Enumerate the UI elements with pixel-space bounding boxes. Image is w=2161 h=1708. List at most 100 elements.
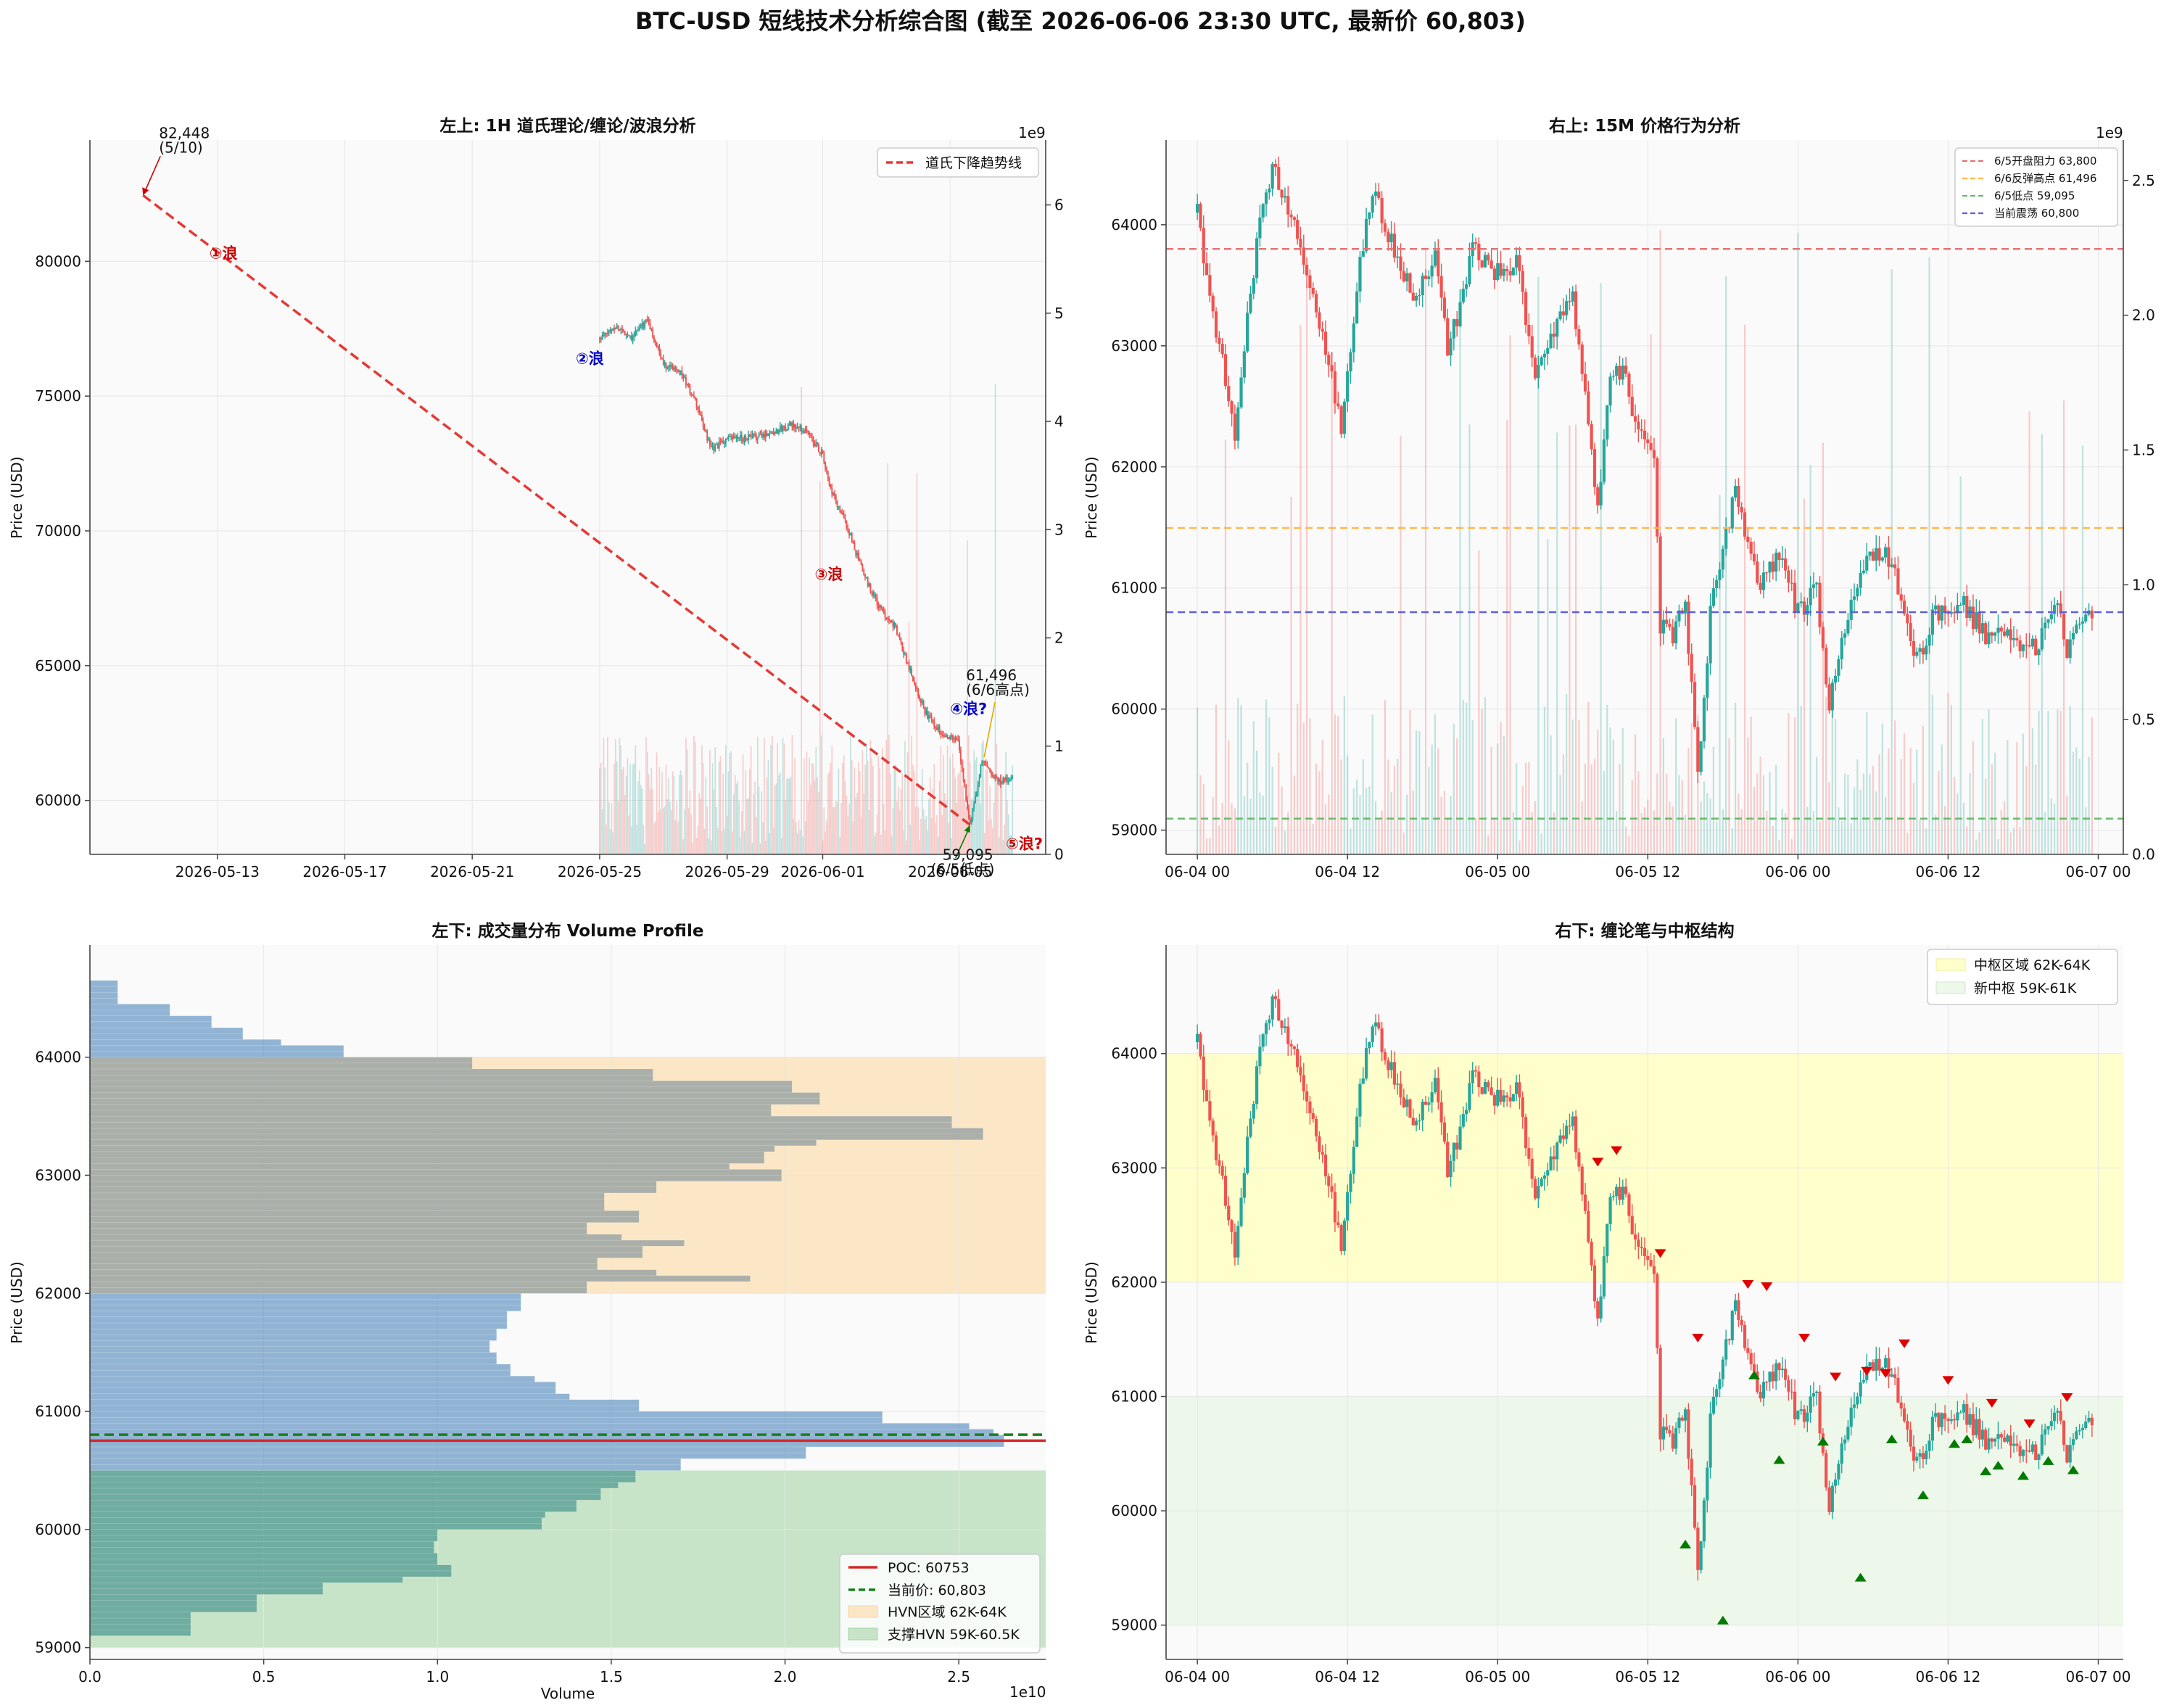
tr-volume-bar [1343,696,1345,854]
tl-volume-bar [848,803,850,854]
bl-volume-bar [89,1305,521,1311]
bl-volume-bar [89,998,118,1004]
tl-candle-body [716,444,717,445]
tl-volume-bar [660,809,661,854]
br-candle-body [1693,1485,1697,1528]
tr-candle-body [1971,606,1975,630]
tl-candle-body [851,533,853,542]
tl-volume-bar [637,780,639,854]
tr-volume-bar [2088,756,2090,854]
bl-volume-bar [89,1352,497,1359]
tr-volume-bar [1706,793,1708,854]
tl-volume-bar [719,756,722,854]
tr-volume-bar [1812,811,1815,854]
tl-candle-body [794,424,796,429]
tr-volume-bar [1534,801,1537,854]
tr-legend-label: 当前震荡 60,800 [1994,207,2079,220]
tr-candle-body [1223,354,1228,387]
tl-volume-bar [778,775,780,854]
tr-volume-bar [2050,798,2052,854]
tl-volume-bar [633,763,635,854]
tl-volume-bar [972,797,974,854]
br-candle-body [1834,1479,1838,1486]
br-candle-body [1746,1348,1750,1353]
tl-candle-body [822,450,824,453]
tl-candle-body [604,332,606,336]
tl-candle-body [734,436,736,439]
tr-candle-body [2028,645,2031,647]
tr-volume-bar [1738,793,1740,854]
tr-candle-body [2078,623,2081,625]
tl-vtick-label: 5 [1054,305,1064,322]
tl-volume-bar [925,816,927,854]
bl-xtick-label: 1.5 [600,1668,623,1686]
tr-volume-bar [1997,838,1999,854]
tr-candle-body [1249,293,1252,313]
br-candle-body [1471,1070,1474,1084]
tl-candle-body [803,431,805,433]
br-candle-body [1383,1052,1387,1060]
tr-candle-body [1342,401,1346,434]
tl-xtick-label: 2026-05-29 [685,863,769,880]
tl-volume-bar [716,806,717,854]
br-candle-body [1546,1170,1550,1176]
tr-volume-bar [1197,707,1199,854]
tr-candle-body [1627,374,1631,397]
br-candle-body [1802,1409,1806,1422]
tl-volume-bar [868,809,870,854]
tr-volume-bar [1218,825,1220,854]
tr-volume-bar [1265,699,1268,854]
tl-volume-bar [846,796,848,854]
tr-xtick-label: 06-04 00 [1165,863,1230,880]
tl-volume-bar [604,767,606,854]
tr-volume-bar [1400,435,1402,854]
tl-volume-bar [911,735,912,854]
tr-volume-bar [1503,735,1505,854]
tr-candle-body [1790,582,1793,584]
tl-candle-body [718,441,720,449]
tl-volume-bar [750,746,752,854]
tl-volume-bar [729,753,731,854]
tl-xtick-label: 2026-05-21 [430,863,514,880]
tr-candle-body [1846,619,1850,634]
tr-candle-body [1430,265,1434,277]
tr-candle-body [1852,596,1856,600]
tr-candle-body [1608,376,1612,406]
br-top-marker [1880,1369,1892,1378]
tr-candle-body [1483,255,1487,268]
tl-candle-body [872,591,874,596]
tr-volume-bar [1793,717,1796,854]
br-candle-body [1571,1116,1574,1126]
br-candle-body [1405,1099,1409,1107]
tr-candle-body [1959,605,1962,606]
tl-candle-body [964,779,966,785]
tr-volume-bar [1318,771,1321,854]
br-candle-body [2078,1429,2081,1432]
tr-candle-body [1706,663,1709,698]
tl-candle-body [809,432,811,435]
tr-volume-bar [1224,440,1227,854]
tl-candle-body [906,662,909,664]
tl-candle-body [967,808,970,819]
tl-candle-body [775,430,777,434]
tl-candle-body [750,435,752,437]
br-bottom-marker [1773,1455,1785,1464]
bl-volume-bar [89,1222,587,1229]
tr-volume-bar [1991,764,1993,854]
tl-volume-bar [625,775,627,854]
tl-volume-bar [914,806,917,854]
bl-volume-bar [89,1010,170,1016]
tl-candle-body [727,436,730,440]
tr-candle-body [1292,217,1296,220]
tl-volume-bar [666,799,669,854]
tr-candle-body [1308,275,1312,289]
bl-volume-bar [89,1630,191,1636]
br-candle-body [2065,1445,2069,1463]
tr-volume-bar [1750,716,1752,854]
tr-candle-body [1330,365,1334,372]
tl-candle-body [997,777,999,782]
tl-volume-bar [710,840,712,854]
tl-candle-body [864,574,866,578]
tr-volume-bar [1359,795,1361,854]
tl-candle-body [742,440,744,442]
